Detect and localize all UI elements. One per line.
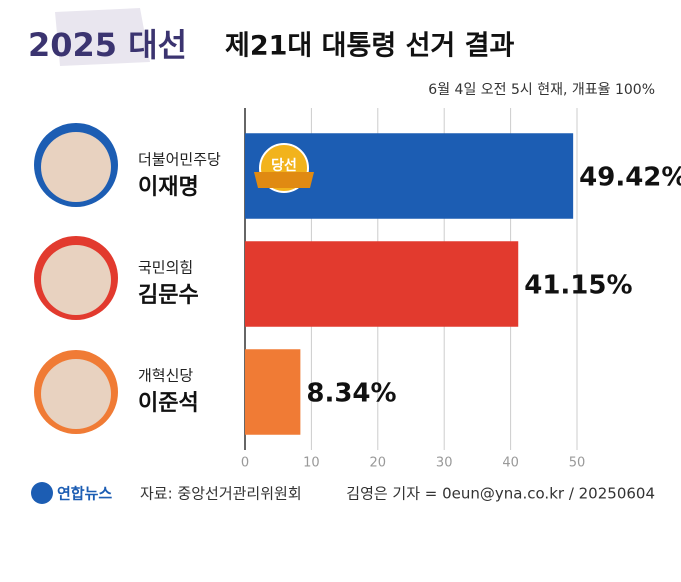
subtitle: 6월 4일 오전 5시 현재, 개표율 100% (428, 82, 655, 98)
party-label: 더불어민주당 (138, 151, 221, 169)
source: 자료: 중앙선거관리위원회 (140, 485, 302, 503)
party-label: 개혁신당 (138, 367, 193, 385)
chart-title: 제21대 대통령 선거 결과 (225, 31, 514, 62)
bar (245, 241, 519, 327)
credit: 김영은 기자 = 0eun@yna.co.kr / 20250604 (346, 485, 655, 503)
source-logo: 연합뉴스 (57, 485, 112, 503)
y-tick-label: 이준석 (138, 391, 199, 416)
photo (41, 359, 111, 429)
party-label: 국민의힘 (138, 259, 193, 277)
photo (41, 132, 111, 202)
winner-ribbon (254, 172, 314, 188)
value-label: 8.34% (306, 379, 396, 409)
y-tick-label: 이재명 (138, 175, 199, 200)
y-tick-label: 김문수 (138, 283, 199, 308)
x-tick-label: 30 (436, 456, 453, 471)
x-tick-label: 20 (370, 456, 387, 471)
x-tick-label: 40 (502, 456, 519, 471)
bar (245, 349, 301, 435)
value-label: 41.15% (524, 271, 632, 301)
x-tick-label: 0 (241, 456, 249, 471)
x-tick-label: 50 (569, 456, 586, 471)
title-decoration (55, 8, 150, 66)
winner-label: 당선 (271, 157, 297, 174)
photos (34, 123, 118, 434)
value-label: 49.42% (579, 163, 681, 193)
title-badge: 2025 대선 (28, 26, 187, 64)
x-tick-label: 10 (303, 456, 320, 471)
logo-mark (31, 482, 53, 504)
plot: 0 10 20 30 40 50 49.42% 41.15% 8.34% (241, 108, 681, 471)
photo (41, 245, 111, 315)
